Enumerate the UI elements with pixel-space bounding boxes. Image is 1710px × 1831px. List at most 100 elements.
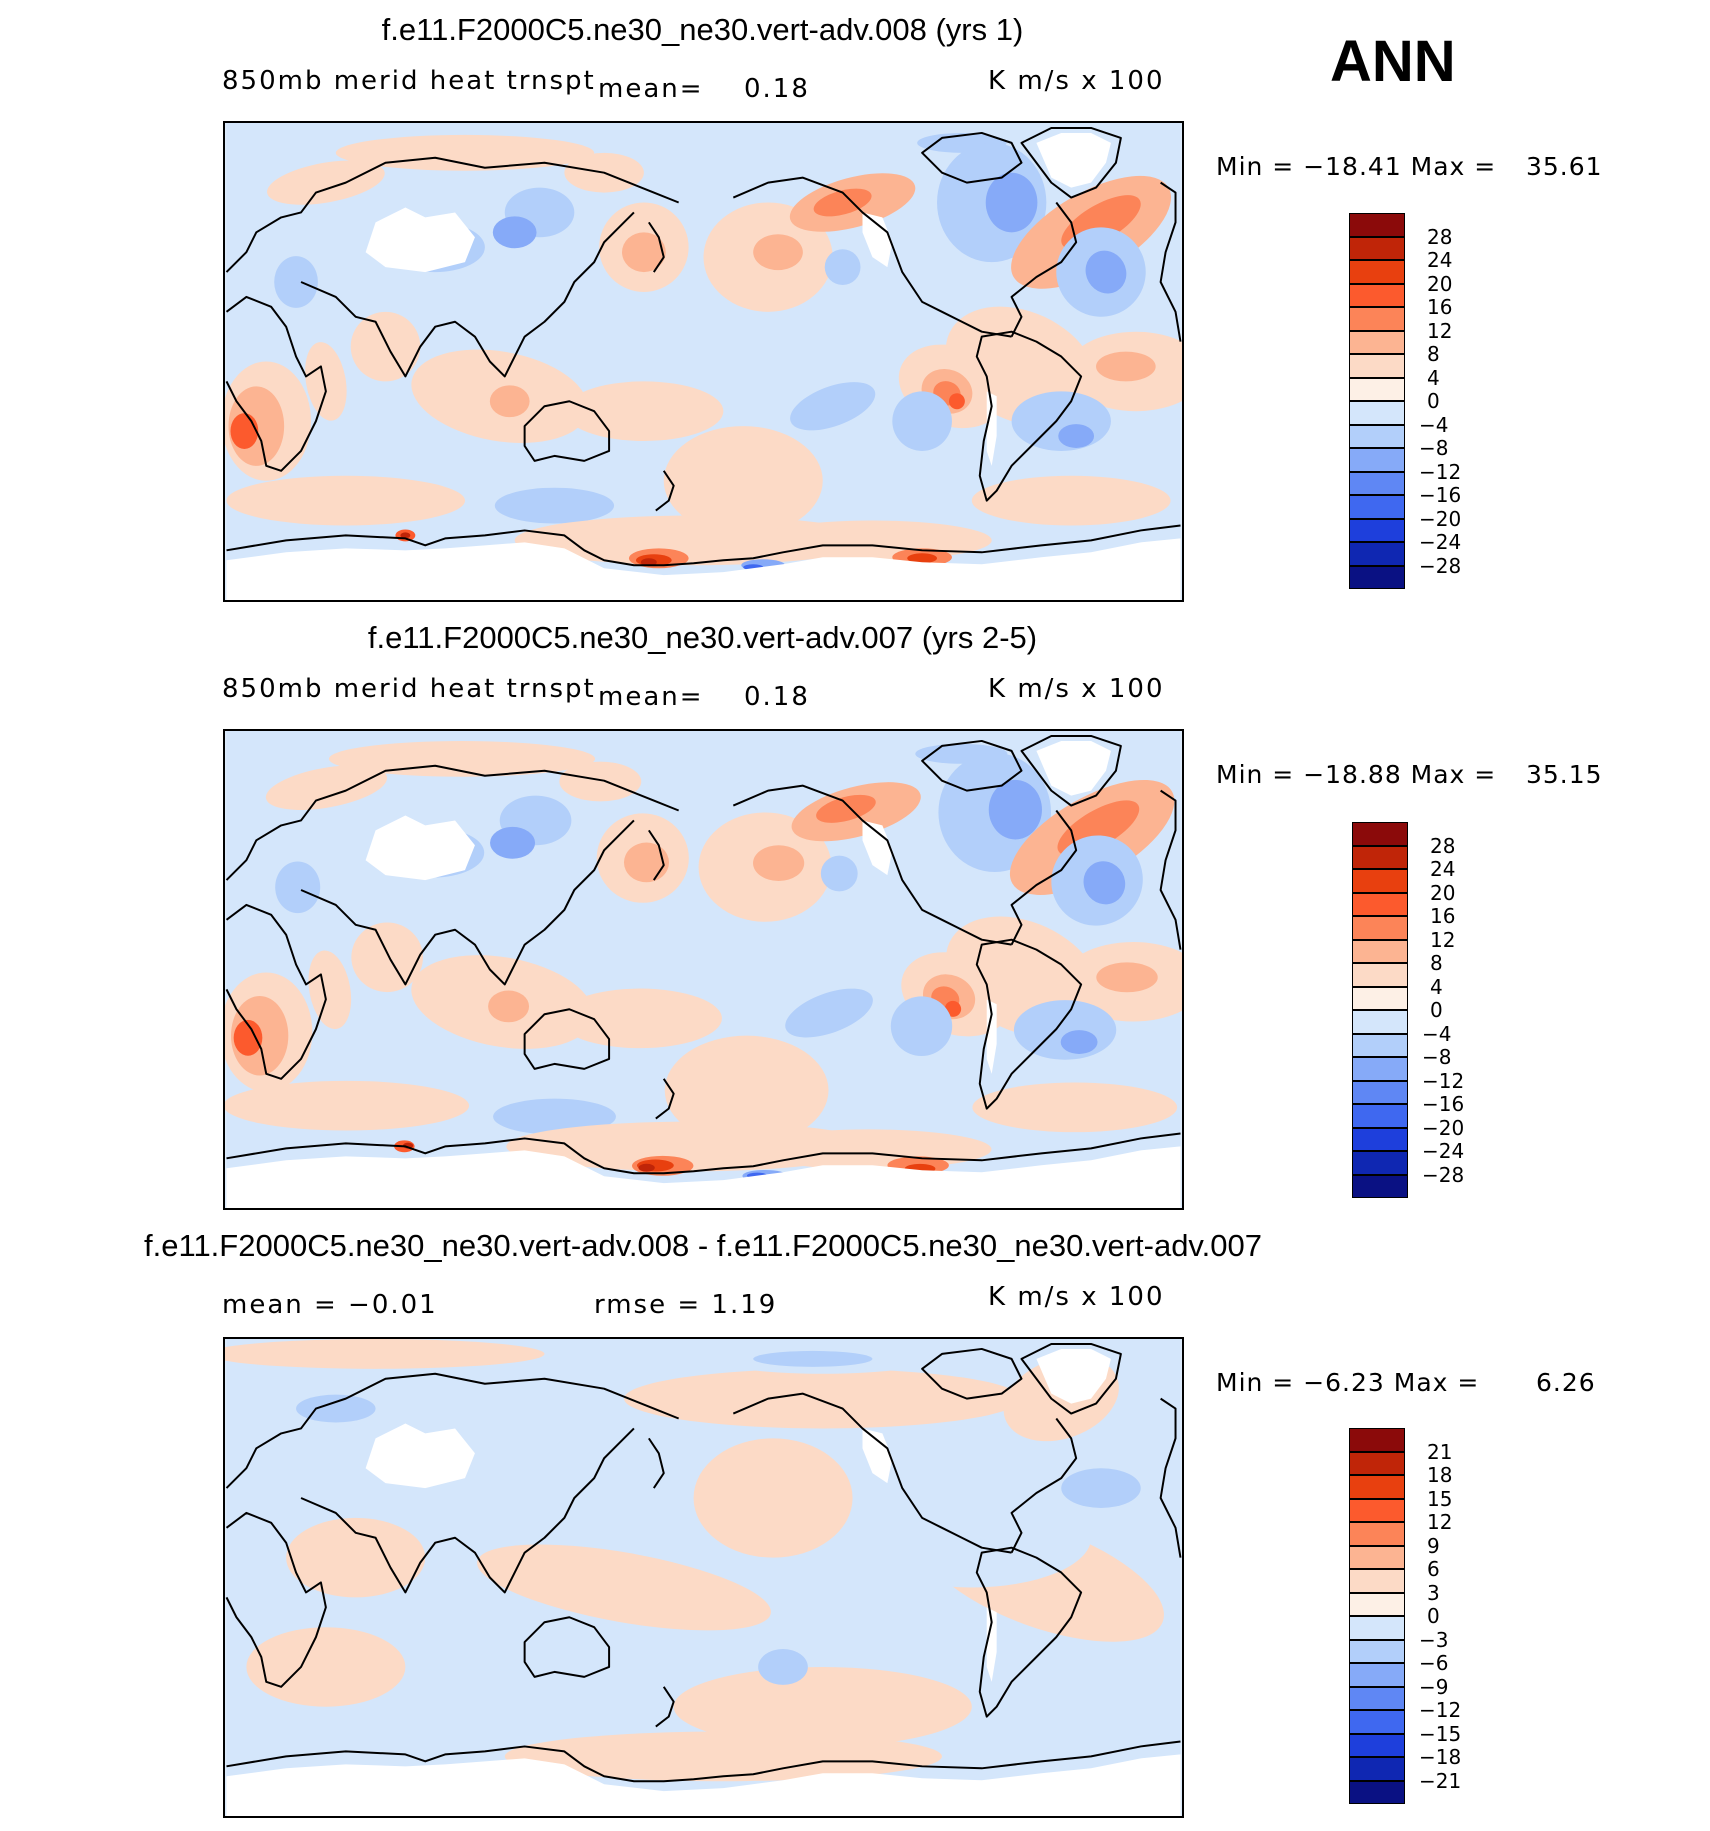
coastline [921, 1347, 1023, 1400]
colorbar-swatch [1349, 1498, 1405, 1522]
anomaly-contour [489, 385, 530, 418]
colorbar-label: −3 [1419, 1627, 1449, 1652]
colorbar-swatch [1349, 1569, 1405, 1593]
colorbar-swatch [1349, 565, 1405, 589]
max-value-top: 35.61 [1526, 152, 1603, 181]
rmse-label-diff: rmse = 1.19 [594, 1290, 778, 1320]
anomaly-contour [816, 794, 876, 823]
colorbar-swatch [1349, 424, 1405, 448]
colorbar-swatch [1349, 518, 1405, 542]
colorbar-label: −4 [1419, 412, 1449, 437]
masked-land [986, 999, 997, 1074]
colorbar-label: 16 [1430, 904, 1456, 928]
anomaly-contour [225, 1339, 545, 1369]
anomaly-contour [1085, 250, 1127, 294]
anomaly-contour [758, 1649, 808, 1685]
map-panel-top [223, 121, 1184, 602]
anomaly-contour [1013, 1000, 1117, 1060]
colorbar-swatch [1349, 377, 1405, 401]
anomaly-contour [351, 922, 423, 993]
map-panel-middle [223, 729, 1184, 1210]
minmax-text-diff: Min = −6.23 Max = [1216, 1368, 1480, 1397]
coastline [1159, 1397, 1182, 1558]
mean-label-middle: mean= [598, 682, 704, 712]
coastline [655, 1078, 675, 1120]
colorbar-label: −20 [1419, 506, 1462, 531]
colorbar-swatch [1352, 1080, 1408, 1104]
coastline [225, 1372, 680, 1489]
colorbar-swatch [1349, 1780, 1405, 1804]
colorbar-swatch [1349, 1639, 1405, 1663]
colorbar-swatch [1349, 401, 1405, 425]
anomaly-contour [971, 1657, 1171, 1717]
masked-land [365, 815, 475, 881]
anomaly-contour [225, 1080, 470, 1131]
anomaly-contour [820, 855, 858, 892]
coastline [732, 176, 1012, 338]
colorbar-middle: 28 24 20 16 12 8 4 0 −4 −8 −12 −16 −20 −24 −28 [1352, 822, 1464, 1202]
anomaly-contour [971, 475, 1171, 526]
colorbar-swatch [1349, 1451, 1405, 1475]
colorbar-label: −12 [1419, 1698, 1462, 1722]
panel-title-top: f.e11.F2000C5.ne30_ne30.vert-adv.008 (yr… [381, 12, 1024, 47]
field-label-middle: 850mb merid heat trnspt [222, 674, 596, 704]
colorbar-swatch [1349, 448, 1405, 472]
masked-land [1036, 740, 1111, 796]
anomaly-contour [972, 1082, 1178, 1133]
anomaly-contour [1061, 1468, 1141, 1508]
anomaly-contour [558, 988, 722, 1049]
colorbar-top: 28 24 20 16 12 8 4 0 −4 −8 −12 −16 −20 −24 −28 [1349, 213, 1461, 593]
anomaly-contour [985, 172, 1038, 233]
anomaly-contour [492, 216, 537, 249]
coastline [300, 1427, 635, 1594]
masked-land [862, 212, 893, 268]
anomaly-contour [265, 765, 388, 810]
colorbar-label: −24 [1422, 1139, 1465, 1163]
max-value-middle: 35.15 [1526, 760, 1603, 789]
coastline [226, 1740, 1181, 1783]
coastline [1010, 809, 1078, 946]
anomaly-contour [305, 342, 347, 421]
colorbar-label: 20 [1427, 271, 1453, 296]
coastline [1159, 181, 1182, 342]
colorbar-swatch [1349, 1686, 1405, 1710]
anomaly-contour [664, 1035, 829, 1145]
colorbar-swatch [1352, 869, 1408, 893]
anomaly-contour [827, 277, 938, 327]
colorbar-swatch [1349, 1733, 1405, 1757]
colorbar-label: 28 [1430, 833, 1456, 858]
anomaly-contour [890, 996, 953, 1056]
map-panel-diff [223, 1337, 1184, 1818]
masked-land [365, 207, 475, 273]
colorbar-swatch [1349, 354, 1405, 378]
coastline [226, 524, 1181, 567]
colorbar-label: 8 [1430, 951, 1443, 975]
coastline [225, 156, 680, 273]
masked-land [862, 1428, 893, 1484]
anomaly-contour [622, 232, 666, 273]
panel-title-middle: f.e11.F2000C5.ne30_ne30.vert-adv.007 (yr… [367, 620, 1038, 655]
anomaly-contour [1060, 1030, 1098, 1054]
anomaly-contour [663, 426, 823, 536]
anomaly-contour [564, 381, 724, 441]
colorbar-label: 3 [1427, 1580, 1440, 1605]
colorbar-swatch [1349, 283, 1405, 307]
coastline [648, 829, 665, 881]
colorbar-swatch [1349, 1757, 1405, 1781]
anomaly-contour [385, 1652, 664, 1722]
coastline [225, 295, 327, 472]
units-label-top: K m/s x 100 [988, 66, 1165, 96]
anomaly-contour [892, 391, 952, 451]
map-field-middle [225, 731, 1182, 1208]
colorbar-swatch [1349, 260, 1405, 284]
panel-title-diff: f.e11.F2000C5.ne30_ne30.vert-adv.008 - f… [144, 1228, 1262, 1263]
colorbar-label: −8 [1422, 1045, 1452, 1069]
coastline [300, 819, 635, 986]
coastline [975, 938, 1083, 1110]
anomaly-contour [624, 1368, 1022, 1429]
anomaly-contour [948, 393, 965, 410]
colorbar-swatch [1349, 542, 1405, 566]
colorbar-label: −9 [1419, 1674, 1449, 1699]
anomaly-contour [785, 988, 873, 1038]
anomaly-contour [673, 1666, 972, 1747]
